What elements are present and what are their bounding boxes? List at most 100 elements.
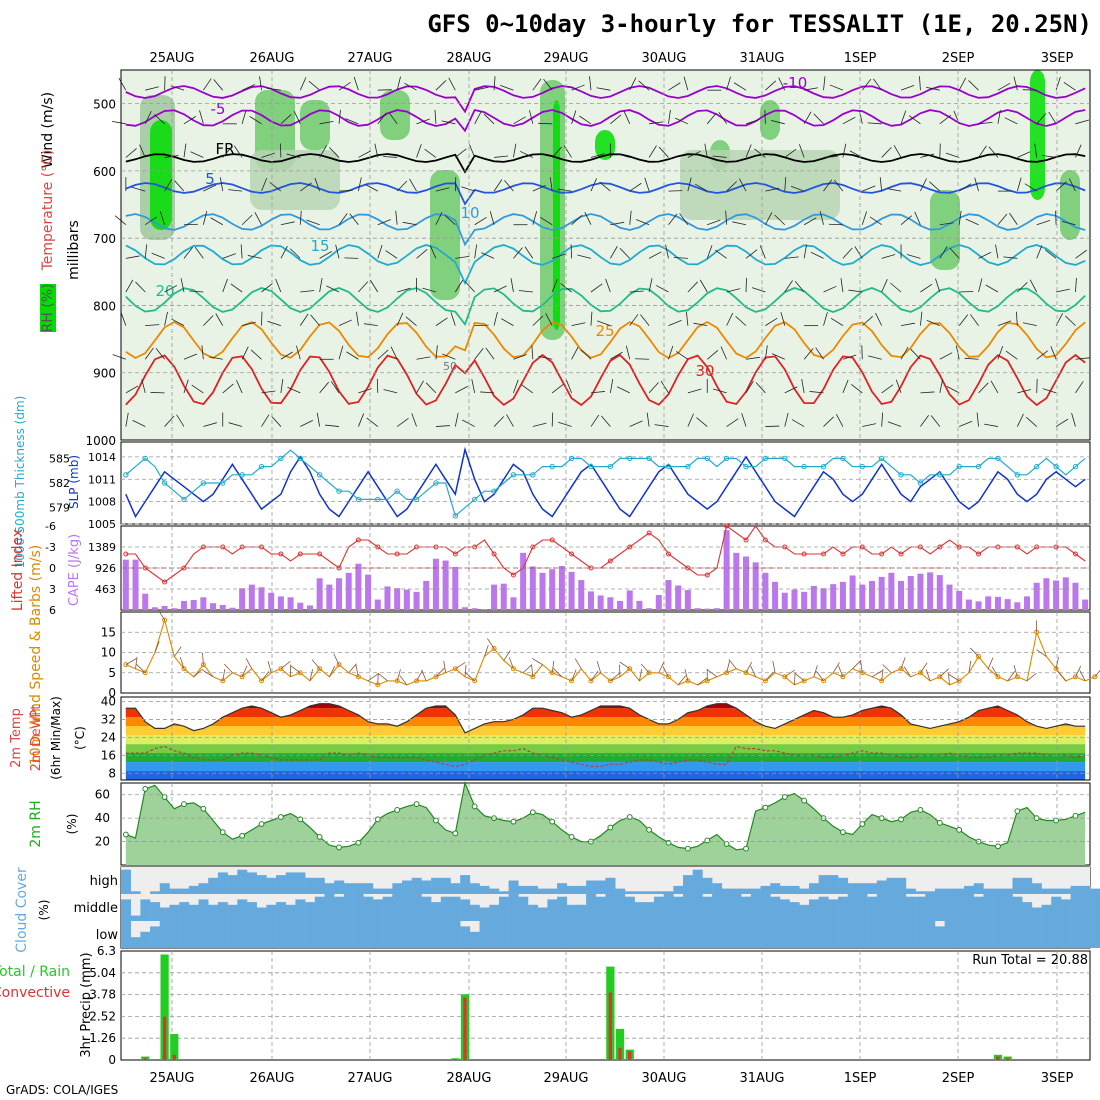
wind-barb	[596, 87, 611, 91]
wind-barb	[330, 381, 340, 394]
thickness-point	[878, 455, 885, 462]
cloud-cover-bar	[227, 875, 238, 894]
cape-bar	[830, 584, 837, 610]
wind-barb	[673, 256, 688, 259]
thickness-point	[704, 455, 710, 462]
wind-barb	[1068, 178, 1076, 192]
wind-barb	[687, 150, 701, 158]
wind-barb	[906, 254, 921, 259]
cloud-cover-bar	[1022, 921, 1033, 948]
wind-barb	[697, 677, 708, 686]
cloud-cover-bar	[993, 894, 1004, 921]
wind-barb	[890, 282, 902, 293]
cloud-cover-bar	[431, 921, 442, 948]
cloud-cover-bar	[1022, 877, 1033, 894]
wind-barb	[780, 312, 786, 326]
cape-bar	[239, 588, 246, 610]
wind-barb	[508, 657, 514, 669]
li-tick-label: -3	[45, 541, 56, 554]
cloud-cover-bar	[653, 896, 664, 921]
cloud-cover-bar	[663, 921, 674, 948]
cloud-cover-bar	[876, 880, 887, 894]
temp-axis-label: 2m Temp	[9, 708, 24, 768]
rh-point	[142, 785, 149, 792]
panel-frame	[120, 950, 1091, 1061]
wind-barb	[629, 77, 637, 91]
precip-tick-label: 3.78	[89, 988, 116, 1002]
wind-barb	[353, 76, 359, 91]
cloud-cover-bar	[634, 902, 645, 921]
cape-tick-label: 463	[95, 583, 116, 596]
wind-barb	[1079, 669, 1086, 682]
wind-barb	[900, 110, 907, 124]
cloud-cover-bar	[634, 891, 645, 894]
cloud-level-label: low	[96, 928, 119, 943]
wind-barb	[707, 669, 718, 678]
cloud-cover-bar	[944, 894, 955, 921]
wind-barb	[144, 347, 154, 360]
wind-barb	[333, 653, 340, 665]
wind-barb	[861, 211, 867, 225]
cape-bar	[481, 609, 488, 610]
cloud-cover-bar	[983, 894, 994, 921]
wind-barb	[1036, 350, 1048, 360]
cloud-cover-bar	[353, 894, 364, 921]
wind-barb	[887, 421, 902, 427]
wind-barb	[764, 345, 768, 360]
cloud-cover-bar	[586, 894, 597, 921]
wind-barb	[1022, 322, 1037, 327]
cloud-cover-bar	[818, 875, 829, 894]
cloud-cover-bar	[217, 921, 228, 948]
wind-barb	[222, 253, 237, 259]
wind-barb	[958, 183, 972, 192]
wind-barb	[881, 412, 884, 427]
li-tick-label: 0	[49, 562, 56, 575]
cloud-cover-bar	[702, 877, 713, 894]
cloud-cover-bar	[508, 894, 519, 921]
wind-barb	[1026, 672, 1037, 682]
cloud-cover-bar	[673, 896, 684, 921]
wind-barb	[358, 413, 365, 427]
rh-contour-fill	[250, 150, 340, 210]
wind-barb	[823, 312, 828, 326]
wind-barb	[132, 420, 146, 427]
cloud-cover-bar	[411, 894, 422, 921]
cloud-cover-bar	[683, 894, 694, 921]
wind-barb	[338, 109, 341, 124]
wind-barb	[370, 279, 379, 293]
wind-speed-point	[1072, 674, 1078, 680]
cloud-cover-bar	[285, 872, 296, 894]
rh-point	[200, 805, 207, 812]
temp-band	[125, 744, 1086, 754]
wind-barb	[867, 122, 882, 125]
wind-barb	[319, 120, 334, 125]
top-date-label: 2SEP	[942, 51, 975, 66]
wind-barb	[988, 146, 999, 158]
cape-bar	[888, 572, 895, 610]
rh-point	[1053, 817, 1059, 824]
wind-barb	[725, 210, 728, 225]
lifted-index-point	[665, 551, 671, 557]
cloud-cover-bar	[1051, 921, 1062, 948]
wind-barb	[900, 85, 915, 91]
wind-barb	[145, 86, 159, 91]
cloud-cover-bar	[266, 921, 277, 948]
wind-barb	[571, 84, 585, 91]
wind-barb	[1071, 412, 1076, 427]
wind-barb	[745, 249, 758, 259]
temp-band	[125, 726, 1086, 736]
cloud-cover-bar	[159, 921, 170, 948]
cloud-cover-bar	[334, 880, 345, 894]
wind-barb	[551, 383, 564, 394]
wind-barb	[309, 669, 314, 681]
temp-band	[125, 708, 1086, 718]
thickness-point	[471, 496, 478, 503]
wind-barb	[135, 281, 146, 293]
wind-barb	[1055, 656, 1059, 669]
wind-barb	[435, 211, 443, 225]
wind-barb	[250, 349, 262, 360]
thickness-tick-label: 579	[49, 502, 70, 515]
cloud-cover-bar	[169, 888, 180, 894]
cloud-cover-bar	[644, 891, 655, 894]
wind-barb	[464, 664, 467, 677]
